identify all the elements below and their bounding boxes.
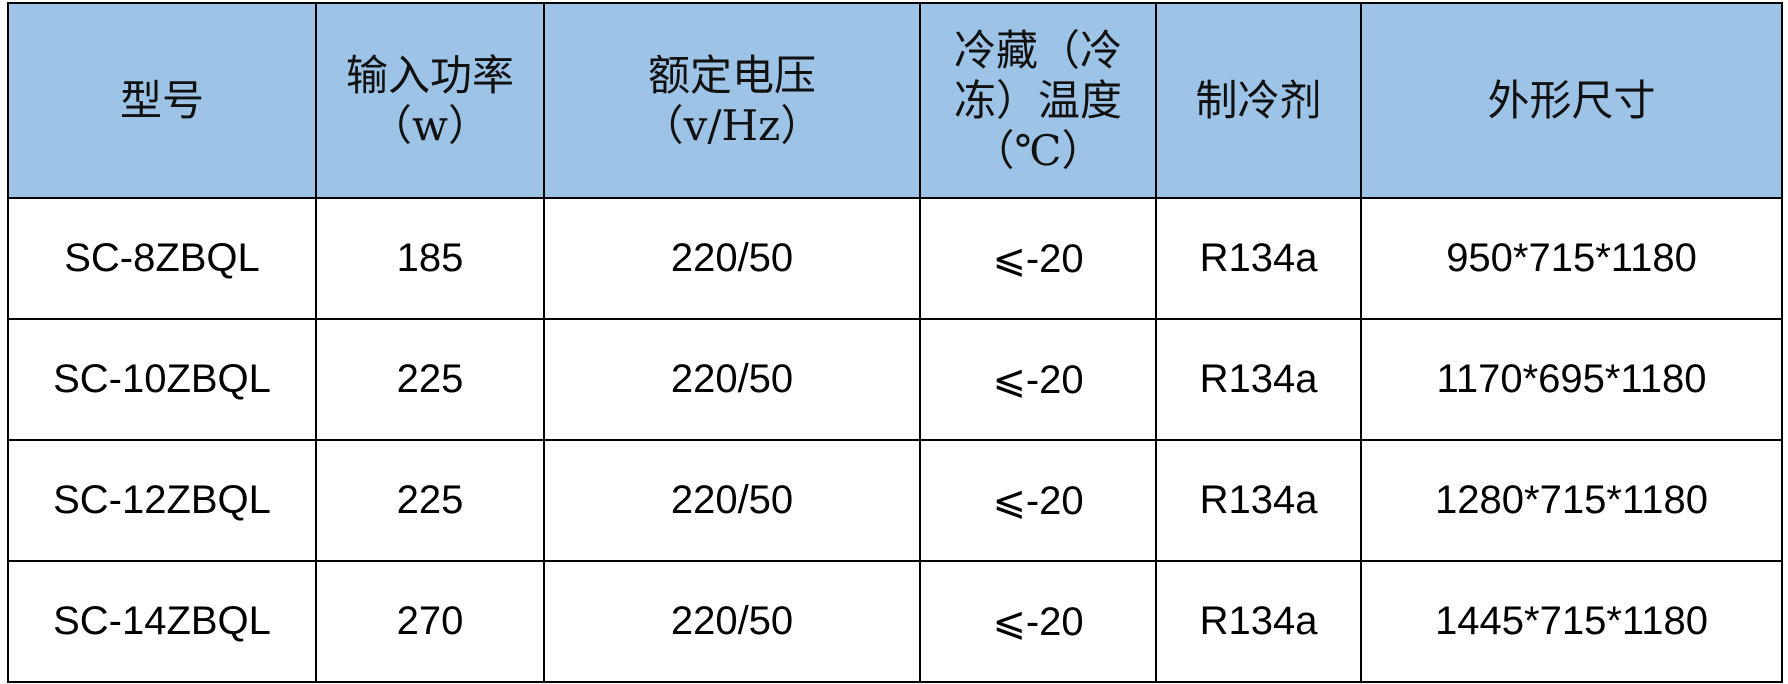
cell-temperature: ⩽-20 — [919, 439, 1157, 562]
cell-model: SC-10ZBQL — [7, 318, 317, 441]
cell-voltage: 220/50 — [543, 560, 921, 683]
cell-dimensions: 950*715*1180 — [1360, 197, 1783, 320]
cell-model: SC-8ZBQL — [7, 197, 317, 320]
header-refrigerant: 制冷剂 — [1155, 2, 1362, 199]
table-row: SC-12ZBQL 225 220/50 ⩽-20 R134a 1280*715… — [7, 439, 1783, 562]
cell-voltage: 220/50 — [543, 197, 921, 320]
header-voltage: 额定电压（v/Hz） — [543, 2, 921, 199]
table-row: SC-8ZBQL 185 220/50 ⩽-20 R134a 950*715*1… — [7, 197, 1783, 320]
cell-model: SC-14ZBQL — [7, 560, 317, 683]
header-temperature: 冷藏（冷冻）温度（℃） — [919, 2, 1157, 199]
cell-refrigerant: R134a — [1155, 439, 1362, 562]
cell-dimensions: 1280*715*1180 — [1360, 439, 1783, 562]
cell-voltage: 220/50 — [543, 439, 921, 562]
cell-voltage: 220/50 — [543, 318, 921, 441]
table-row: SC-14ZBQL 270 220/50 ⩽-20 R134a 1445*715… — [7, 560, 1783, 683]
cell-temperature: ⩽-20 — [919, 560, 1157, 683]
cell-temperature: ⩽-20 — [919, 318, 1157, 441]
cell-refrigerant: R134a — [1155, 560, 1362, 683]
spec-table: 型号 输入功率（w） 额定电压（v/Hz） 冷藏（冷冻）温度（℃） 制冷剂 外形… — [7, 2, 1783, 683]
cell-power: 225 — [315, 318, 545, 441]
header-model: 型号 — [7, 2, 317, 199]
cell-temperature: ⩽-20 — [919, 197, 1157, 320]
cell-dimensions: 1445*715*1180 — [1360, 560, 1783, 683]
cell-power: 185 — [315, 197, 545, 320]
header-dimensions: 外形尺寸 — [1360, 2, 1783, 199]
cell-refrigerant: R134a — [1155, 318, 1362, 441]
cell-power: 270 — [315, 560, 545, 683]
table-row: SC-10ZBQL 225 220/50 ⩽-20 R134a 1170*695… — [7, 318, 1783, 441]
cell-dimensions: 1170*695*1180 — [1360, 318, 1783, 441]
header-power: 输入功率（w） — [315, 2, 545, 199]
header-row: 型号 输入功率（w） 额定电压（v/Hz） 冷藏（冷冻）温度（℃） 制冷剂 外形… — [7, 2, 1783, 199]
cell-power: 225 — [315, 439, 545, 562]
cell-refrigerant: R134a — [1155, 197, 1362, 320]
cell-model: SC-12ZBQL — [7, 439, 317, 562]
